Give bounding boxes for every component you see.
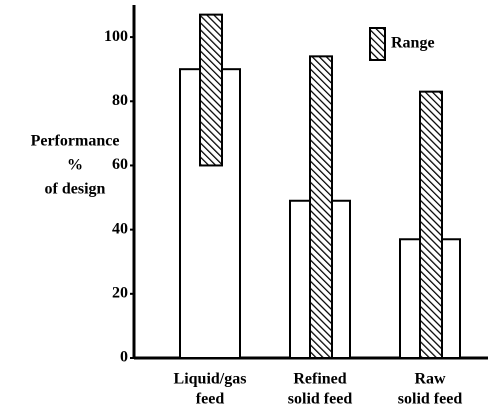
y-axis-label: % [67, 157, 83, 174]
y-tick-label: 100 [104, 28, 128, 45]
x-tick-label: solid feed [398, 391, 463, 408]
range-bar [309, 55, 333, 359]
y-tick-label: 20 [112, 284, 128, 301]
y-tick-label: 0 [120, 349, 128, 366]
y-axis-label: of design [45, 181, 106, 198]
y-tick-label: 60 [112, 156, 128, 173]
x-tick-label: Raw [414, 371, 446, 388]
x-tick-label: Refined [293, 371, 346, 388]
legend-label: Range [391, 35, 435, 52]
y-axis-label: Performance [31, 133, 120, 150]
range-bar [419, 90, 443, 360]
x-tick-label: solid feed [288, 391, 353, 408]
range-bar [199, 13, 223, 167]
x-tick-label: Liquid/gas [174, 371, 247, 388]
legend-swatch [369, 27, 386, 61]
y-tick-label: 40 [112, 220, 128, 237]
y-tick-label: 80 [112, 92, 128, 109]
x-tick-label: feed [196, 391, 225, 408]
